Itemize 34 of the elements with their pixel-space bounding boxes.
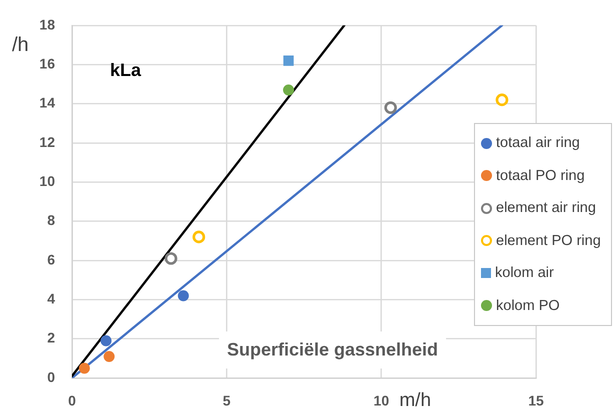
y-tick-label: 10 xyxy=(39,172,56,189)
annotation: Superficiële gassnelheid xyxy=(226,339,438,360)
point xyxy=(164,252,178,265)
point xyxy=(178,290,189,302)
legend-label: kolom air xyxy=(495,265,554,282)
legend-label: element air ring xyxy=(496,200,596,216)
point xyxy=(283,84,294,96)
legend-label: totaal air ring xyxy=(496,135,580,152)
legend-label: element PO ring xyxy=(496,232,601,249)
x-tick-label: 15 xyxy=(528,392,544,408)
y-axis-title: /h xyxy=(12,34,29,56)
legend-label: totaal PO ring xyxy=(496,168,585,184)
y-tick-label: 8 xyxy=(47,212,56,228)
legend-label: kolom PO xyxy=(496,298,560,314)
text: kLa xyxy=(110,60,142,80)
y-tick-label: 6 xyxy=(47,251,56,268)
y-tick-label: 18 xyxy=(39,16,56,32)
y-tick-label: 12 xyxy=(39,134,56,150)
point xyxy=(100,335,112,346)
x-tick-label: 5 xyxy=(222,392,231,408)
y-tick-label: 14 xyxy=(39,94,56,111)
point xyxy=(192,230,206,244)
x-axis-title: m/h xyxy=(399,390,432,412)
point xyxy=(496,94,508,106)
x-tick-label: 10 xyxy=(374,392,390,408)
y-tick-label: 4 xyxy=(47,290,56,307)
point xyxy=(104,350,115,362)
y-tick-label: 0 xyxy=(47,368,56,385)
point xyxy=(283,56,294,66)
y-tick-label: 16 xyxy=(39,55,56,72)
x-tick-label: 0 xyxy=(68,392,76,408)
point xyxy=(78,362,90,374)
point xyxy=(384,101,397,114)
y-tick-label: 2 xyxy=(47,330,56,346)
